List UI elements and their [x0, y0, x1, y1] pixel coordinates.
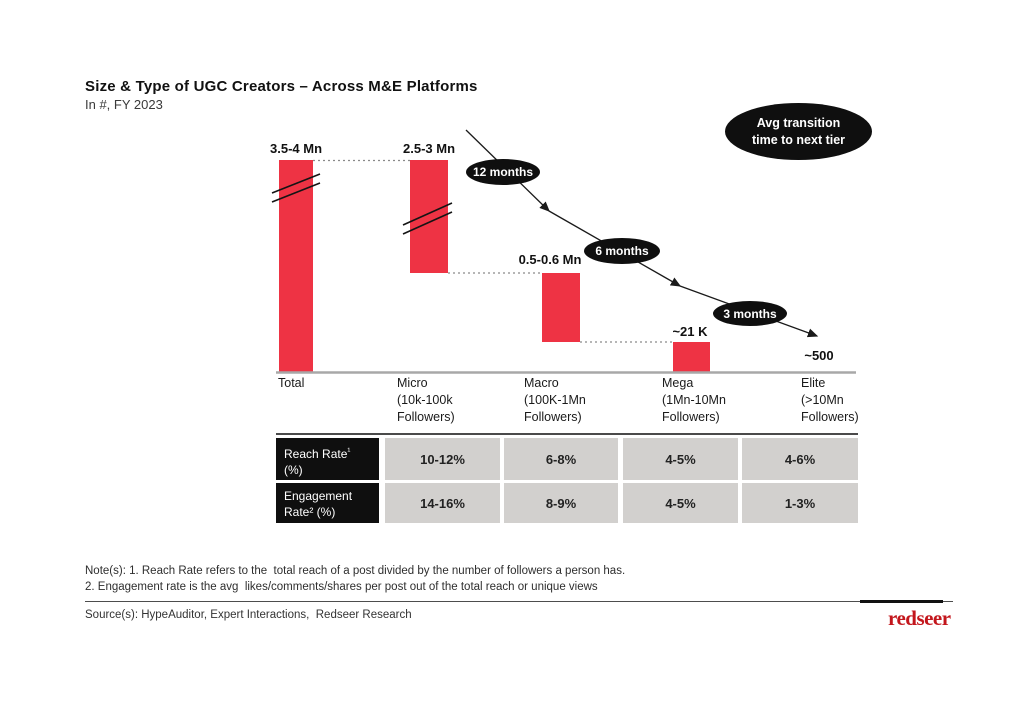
transition-bubble-6-months: 6 months: [584, 238, 660, 264]
table-top-border: [276, 433, 858, 435]
redseer-logo: redseer: [888, 606, 951, 630]
bar-value-mega: ~21 K: [672, 324, 708, 339]
bar-value-elite: ~500: [804, 348, 834, 363]
dotted-connectors: [313, 159, 673, 343]
transition-bubble-12-months: 12 months: [466, 159, 540, 185]
table-cell-engagement-elite: 1-3%: [742, 483, 858, 523]
source-line: Source(s): HypeAuditor, Expert Interacti…: [85, 609, 412, 621]
bar-value-total: 3.5-4 Mn: [269, 141, 323, 156]
row-header-reach-rate: Reach Rate¹ (%): [276, 438, 379, 480]
row-header-engagement-rate: Engagement Rate² (%): [276, 483, 379, 523]
bar-value-macro: 0.5-0.6 Mn: [518, 252, 582, 267]
page-subtitle: In #, FY 2023: [85, 97, 163, 112]
page-title: Size & Type of UGC Creators – Across M&E…: [85, 78, 478, 95]
table-cell-reach-elite: 4-6%: [742, 438, 858, 480]
note-line-1: Note(s): 1. Reach Rate refers to the tot…: [85, 565, 626, 577]
table-cell-engagement-micro: 14-16%: [385, 483, 500, 523]
table-cell-reach-micro: 10-12%: [385, 438, 500, 480]
tier-label-mega: Mega (1Mn-10Mn Followers): [662, 376, 726, 424]
tier-label-micro: Micro (10k-100k Followers): [397, 376, 455, 424]
scale-break-micro: [402, 202, 453, 235]
tier-label-elite: Elite (>10Mn Followers): [801, 376, 859, 424]
callout-line1: Avg transition: [756, 115, 841, 130]
callout-line2: time to next tier: [751, 132, 846, 147]
tier-label-total: Total: [278, 376, 305, 390]
scale-break-total: [271, 173, 321, 203]
bar-total: [279, 160, 313, 372]
tier-label-macro: Macro (100K-1Mn Followers): [524, 376, 586, 424]
bar-value-micro: 2.5-3 Mn: [402, 141, 456, 156]
footer-rule: [85, 601, 953, 602]
table-cell-reach-macro: 6-8%: [504, 438, 618, 480]
transition-bubble-3-months: 3 months: [713, 301, 787, 326]
table-cell-reach-mega: 4-5%: [623, 438, 738, 480]
footer-rule-logo-segment: [860, 600, 943, 603]
table-cell-engagement-mega: 4-5%: [623, 483, 738, 523]
note-line-2: 2. Engagement rate is the avg likes/comm…: [85, 581, 598, 593]
bar-mega: [673, 342, 710, 372]
table-cell-engagement-macro: 8-9%: [504, 483, 618, 523]
bar-macro: [542, 273, 580, 342]
avg-transition-callout: Avg transition time to next tier: [725, 103, 872, 160]
